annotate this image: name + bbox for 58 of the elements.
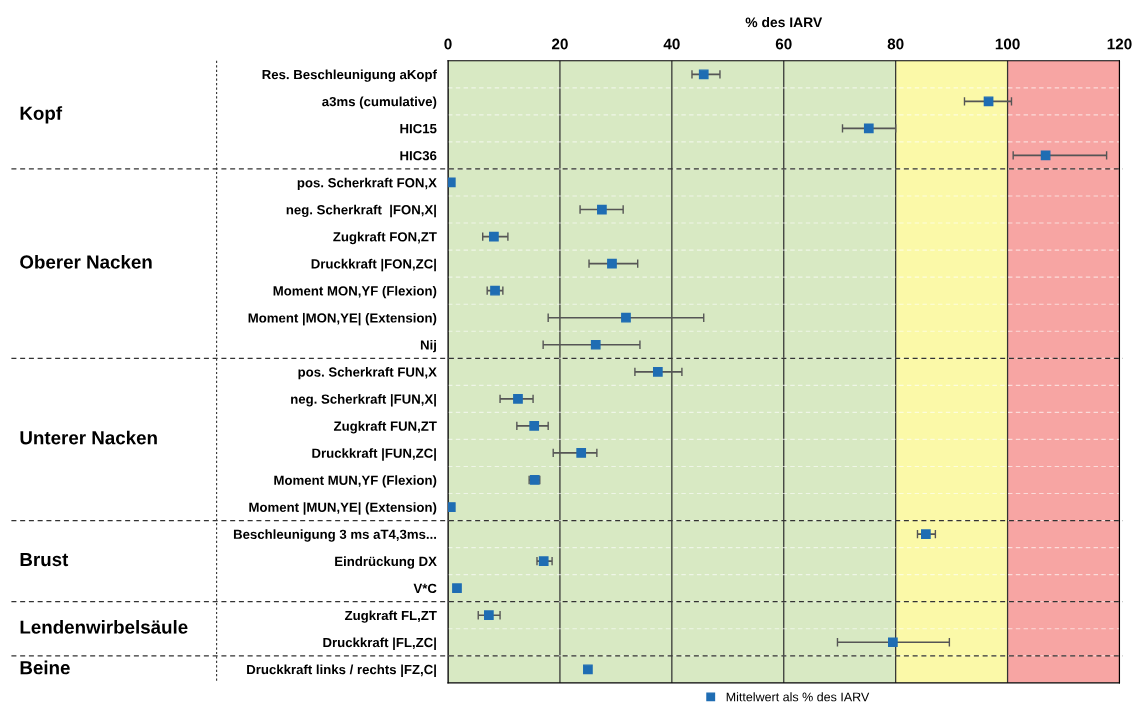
y-tick-label: Moment MON,YF (Flexion) (273, 285, 437, 299)
x-tick-label: 20 (551, 38, 568, 50)
point (698, 69, 709, 80)
text: Unterer Nacken (20, 430, 157, 445)
x-tick-label: 60 (775, 38, 792, 50)
point (538, 556, 549, 566)
y-tick-label: HIC36 (400, 151, 437, 161)
y-tick-label: a3ms (cumulative) (322, 96, 437, 109)
y-tick-label: Moment MUN,YF (Flexion) (274, 475, 437, 488)
x-tick-label: 120 (1107, 38, 1132, 50)
point (529, 421, 540, 431)
point (576, 448, 587, 458)
x-tick-label: 40 (663, 38, 680, 50)
y-tick-label: Eindrückung DX (335, 556, 437, 569)
y-tick-label: Druckkraft |FL,ZC| (323, 637, 436, 650)
y-tick-label: Zugkraft FON,ZT (333, 231, 437, 245)
y-tick-label: V*C (413, 583, 437, 594)
y-tick-label: Moment |MON,YE| (Extension) (248, 312, 437, 326)
text: Oberer Nacken (20, 254, 152, 269)
y-tick-label: pos. Scherkraft FON,X (297, 177, 437, 190)
point (597, 204, 607, 215)
text: Brust (20, 553, 69, 567)
y-tick-label: Druckkraft links / rechts |FZ,C| (247, 664, 436, 678)
y-tick-label: Zugkraft FUN,ZT (333, 421, 437, 434)
y-tick-label: HIC15 (400, 123, 437, 134)
x-tick-label: 80 (887, 38, 904, 50)
legend-label: Mittelwert als % des IARV (726, 692, 870, 702)
x-axis-title: % des IARV (745, 17, 823, 28)
x-tick-label: 0 (444, 38, 452, 50)
y-tick-label: Nij (420, 339, 436, 353)
point (448, 502, 456, 512)
y-tick-label: Druckkraft |FON,ZC| (311, 258, 436, 272)
x-tick-label: 100 (995, 38, 1020, 50)
point (863, 123, 874, 134)
point (621, 312, 631, 323)
point (983, 96, 994, 107)
y-tick-label: neg. Scherkraft |FON,X| (286, 204, 436, 218)
text: Lendenwirbelsäule (20, 619, 188, 634)
y-tick-label: Zugkraft FL,ZT (344, 610, 437, 623)
point (489, 231, 499, 242)
y-tick-label: pos. Scherkraft FUN,X (298, 367, 437, 380)
text: Beine (20, 660, 70, 675)
y-tick-label: Druckkraft |FUN,ZC| (312, 448, 436, 461)
point (452, 583, 462, 594)
y-tick-label: Moment |MUN,YE| (Extension) (249, 502, 437, 515)
y-tick-label: neg. Scherkraft |FUN,X| (291, 394, 436, 407)
point (921, 529, 931, 539)
point (513, 393, 523, 404)
point (590, 339, 601, 350)
point (484, 610, 494, 621)
point (583, 664, 593, 675)
point (490, 285, 500, 296)
y-tick-label: Res. Beschleunigung aKopf (262, 69, 437, 82)
point (888, 637, 898, 648)
text: Kopf (20, 106, 63, 124)
y-tick-label: Beschleunigung 3 ms aT4,3ms... (233, 529, 437, 542)
point (652, 366, 663, 377)
point (607, 258, 617, 269)
